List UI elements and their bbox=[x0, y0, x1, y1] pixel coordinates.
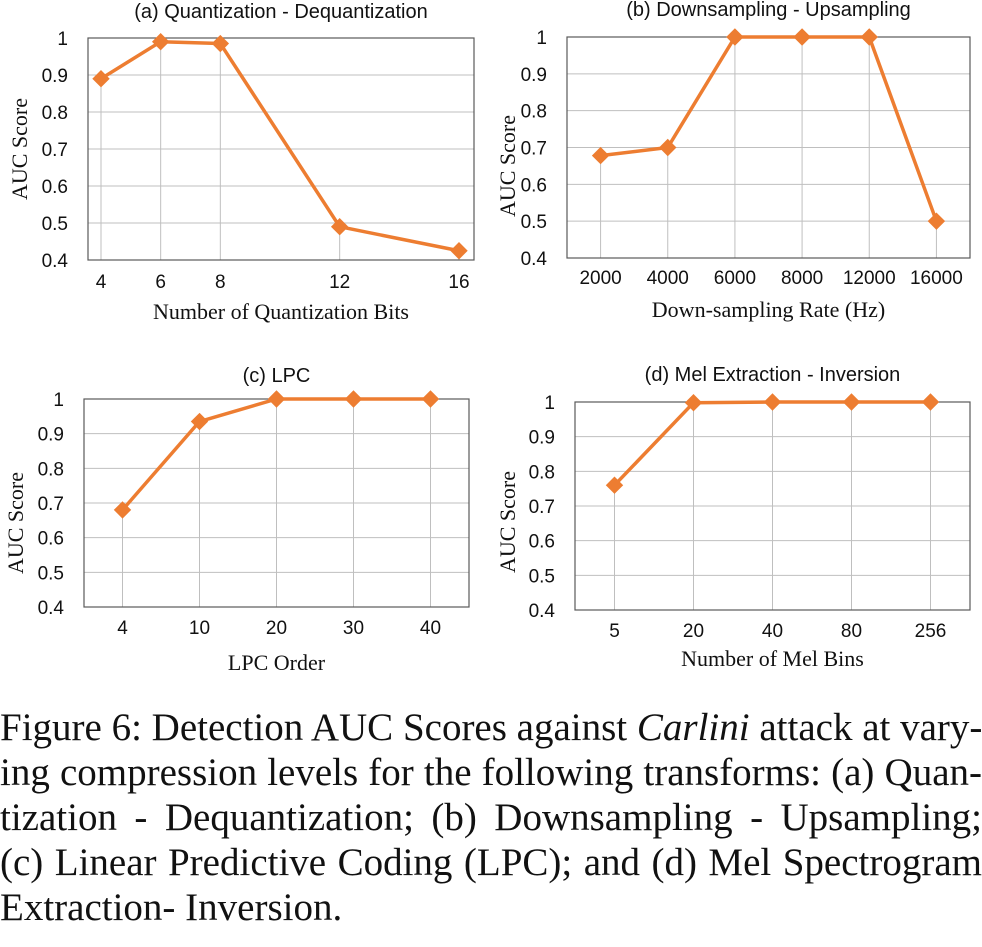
y-tick-label: 0.9 bbox=[42, 66, 68, 87]
plot-frame bbox=[87, 37, 475, 261]
caption-line-2: ing compression levels for the following… bbox=[0, 751, 982, 794]
data-point bbox=[450, 242, 468, 260]
x-axis-label: Number of Quantization Bits bbox=[153, 299, 409, 324]
data-point bbox=[793, 28, 811, 46]
x-tick-label: 8 bbox=[215, 272, 226, 293]
x-tick-label: 16 bbox=[448, 272, 469, 293]
x-tick-label: 2000 bbox=[579, 268, 621, 289]
data-point bbox=[330, 217, 349, 236]
y-tick-label: 0.8 bbox=[38, 459, 64, 480]
chart-title: (d) Mel Extraction - Inversion bbox=[645, 364, 901, 386]
figure-caption: Figure 6: Detection AUC Scores against C… bbox=[0, 705, 982, 930]
y-tick-label: 0.8 bbox=[521, 102, 547, 123]
chart-a: 0.4 0.5 0.6 0.7 0.8 0.9 1 4 6 8 12 16 (a) Quantizati… bbox=[7, 1, 475, 324]
y-tick-label: 0.5 bbox=[521, 212, 547, 233]
x-tick-label: 12000 bbox=[843, 268, 896, 289]
data-point bbox=[927, 212, 946, 230]
y-tick-label: 0.4 bbox=[521, 249, 548, 270]
x-tick-label: 8000 bbox=[781, 268, 823, 289]
caption-line-3: tization - Dequantization; (b) Downsampl… bbox=[0, 796, 982, 839]
y-tick-label: 0.7 bbox=[42, 140, 68, 161]
x-tick-label: 256 bbox=[915, 621, 947, 642]
y-tick-label: 0.5 bbox=[529, 566, 555, 587]
y-tick-label: 0.8 bbox=[42, 103, 68, 124]
x-tick-label: 30 bbox=[343, 618, 364, 639]
data-point bbox=[659, 138, 677, 157]
chart-title: (b) Downsampling - Upsampling bbox=[626, 0, 911, 21]
x-tick-label: 6000 bbox=[714, 268, 756, 289]
y-tick-label: 0.6 bbox=[42, 177, 68, 198]
x-tick-label: 4000 bbox=[647, 268, 689, 289]
chart-title: (a) Quantization - Dequantization bbox=[134, 1, 428, 23]
x-tick-label: 5 bbox=[609, 621, 620, 642]
y-tick-label: 0.7 bbox=[38, 494, 64, 515]
x-tick-label: 20 bbox=[266, 618, 287, 639]
data-point bbox=[763, 393, 782, 411]
x-tick-label: 12 bbox=[329, 272, 350, 293]
x-tick-label: 40 bbox=[762, 621, 783, 642]
y-tick-label: 0.9 bbox=[521, 65, 547, 86]
data-point bbox=[267, 390, 286, 408]
x-tick-label: 10 bbox=[189, 618, 210, 639]
chart-c: 0.4 0.5 0.6 0.7 0.8 0.9 1 4 10 20 30 40 (c) LPC LPC O… bbox=[3, 365, 470, 675]
data-point bbox=[92, 69, 110, 88]
x-tick-label: 4 bbox=[117, 618, 128, 639]
y-tick-label: 0.9 bbox=[38, 425, 64, 446]
y-tick-label: 0.4 bbox=[42, 251, 69, 272]
chart-title: (c) LPC bbox=[243, 365, 311, 387]
data-point bbox=[591, 146, 610, 165]
x-tick-label: 80 bbox=[841, 621, 862, 642]
y-tick-label: 0.4 bbox=[529, 601, 556, 622]
x-tick-label: 6 bbox=[155, 272, 166, 293]
y-tick-label: 0.7 bbox=[521, 139, 547, 160]
data-point bbox=[921, 393, 940, 411]
data-point bbox=[860, 28, 878, 46]
data-point bbox=[605, 476, 624, 494]
y-tick-label: 0.5 bbox=[38, 563, 64, 584]
x-axis-label: Down-sampling Rate (Hz) bbox=[652, 297, 885, 322]
data-point bbox=[421, 390, 440, 408]
y-axis-label: AUC Score bbox=[3, 472, 28, 574]
data-point bbox=[151, 32, 170, 51]
x-axis-label: LPC Order bbox=[228, 650, 326, 675]
y-axis-label: AUC Score bbox=[495, 115, 520, 217]
y-tick-label: 0.6 bbox=[521, 175, 547, 196]
y-tick-label: 0.9 bbox=[529, 428, 555, 449]
y-tick-label: 0.8 bbox=[529, 462, 555, 483]
y-axis-label: AUC Score bbox=[495, 471, 520, 573]
y-tick-label: 1 bbox=[544, 393, 555, 414]
y-tick-label: 0.6 bbox=[38, 529, 64, 550]
series-line bbox=[100, 39, 460, 253]
series-line bbox=[600, 35, 939, 222]
data-point bbox=[190, 412, 209, 431]
y-tick-label: 0.4 bbox=[38, 598, 65, 619]
data-point bbox=[344, 390, 363, 408]
data-point bbox=[842, 393, 861, 411]
x-axis-label: Number of Mel Bins bbox=[681, 646, 864, 671]
data-point bbox=[113, 501, 132, 519]
y-tick-label: 0.5 bbox=[42, 214, 68, 235]
caption-line-4: (c) Linear Predictive Coding (LPC); and … bbox=[0, 841, 982, 884]
y-tick-label: 1 bbox=[53, 390, 64, 411]
y-tick-label: 0.7 bbox=[529, 497, 555, 518]
data-point bbox=[211, 34, 230, 53]
caption-line-5: Extraction- Inversion. bbox=[0, 886, 343, 929]
y-tick-label: 0.6 bbox=[529, 532, 555, 553]
x-tick-label: 4 bbox=[96, 272, 107, 293]
chart-d: 0.4 0.5 0.6 0.7 0.8 0.9 1 5 20 40 80 256 (d) Mel Ext… bbox=[495, 364, 971, 671]
x-tick-label: 20 bbox=[683, 621, 704, 642]
x-tick-label: 40 bbox=[420, 618, 441, 639]
data-point bbox=[726, 28, 744, 46]
y-axis-label: AUC Score bbox=[7, 98, 32, 200]
x-tick-label: 16000 bbox=[910, 268, 963, 289]
y-tick-label: 1 bbox=[57, 29, 68, 50]
caption-line-1: Figure 6: Detection AUC Scores against C… bbox=[0, 706, 982, 749]
y-tick-label: 1 bbox=[536, 28, 547, 49]
data-point bbox=[684, 393, 703, 412]
figure-6-charts: 0.4 0.5 0.6 0.7 0.8 0.9 1 4 6 8 12 16 (a) Quantizati… bbox=[3, 0, 971, 675]
